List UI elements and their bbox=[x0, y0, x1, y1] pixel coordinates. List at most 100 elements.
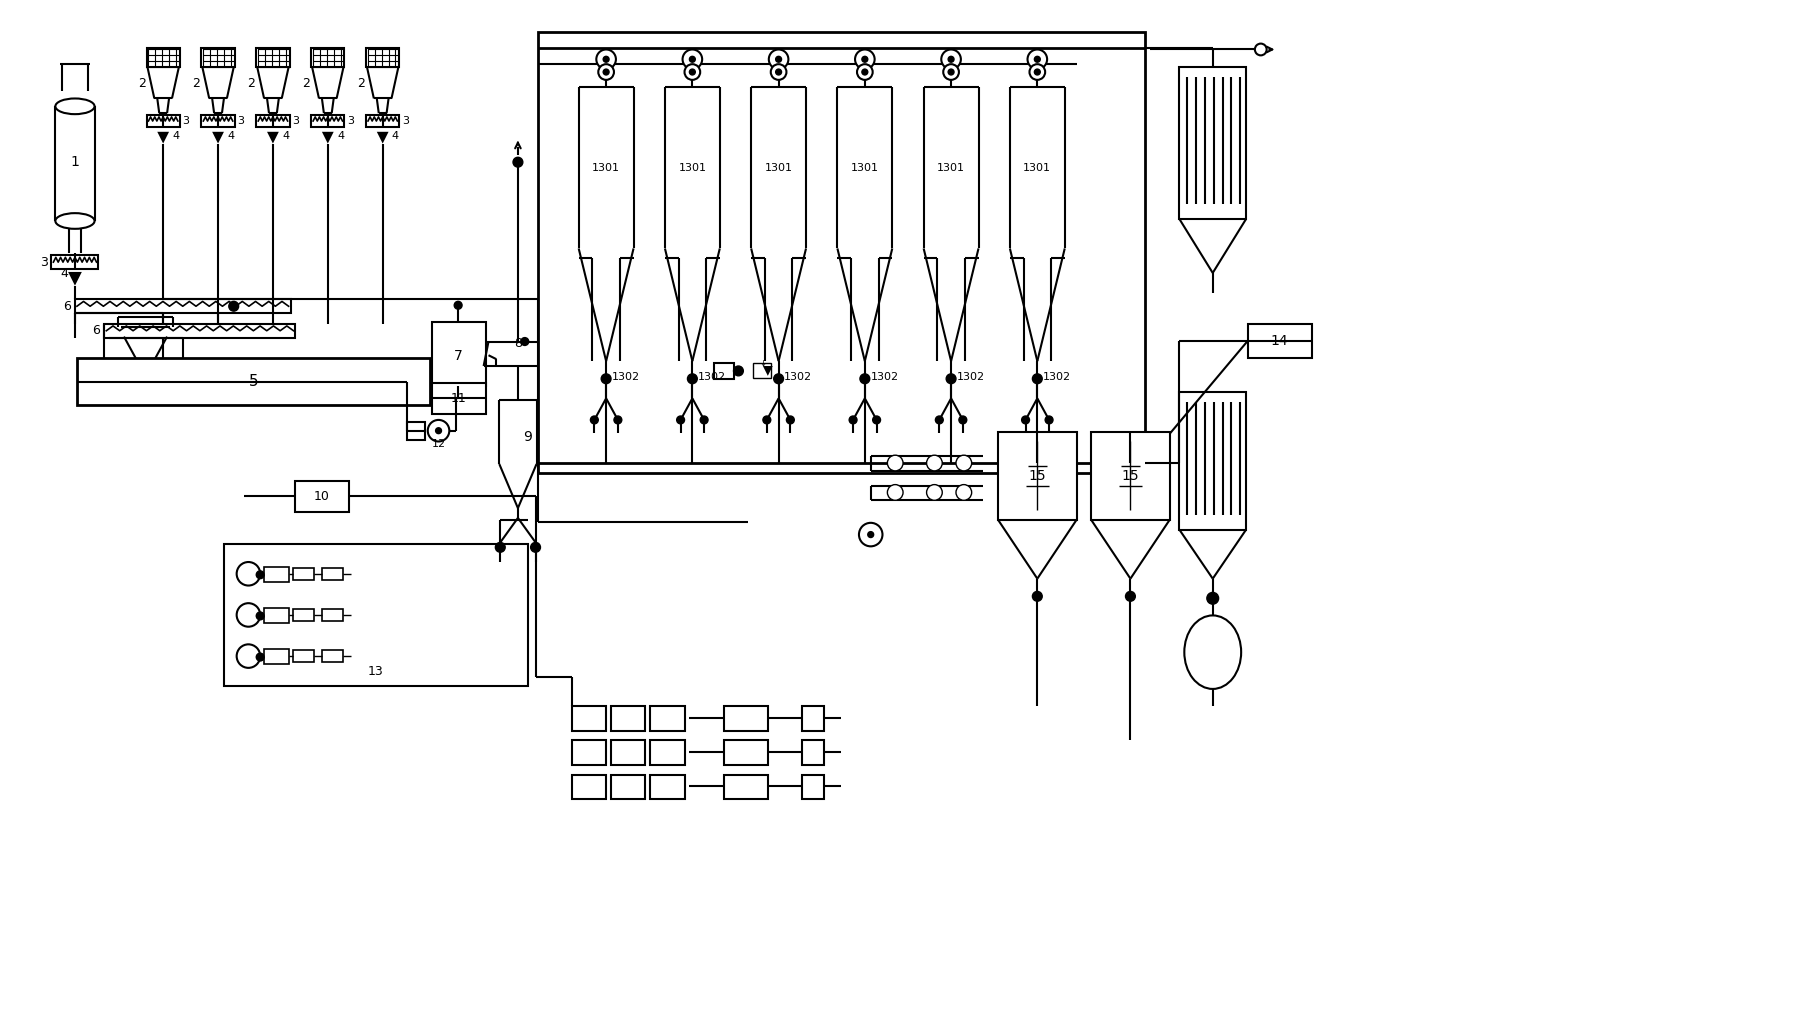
Bar bbox=[611, 775, 645, 799]
Circle shape bbox=[855, 49, 875, 69]
Circle shape bbox=[957, 484, 971, 501]
Bar bbox=[1180, 67, 1247, 219]
Bar bbox=[265, 566, 288, 582]
Circle shape bbox=[768, 49, 788, 69]
Bar bbox=[803, 740, 824, 765]
Text: 15: 15 bbox=[1122, 469, 1140, 483]
Circle shape bbox=[513, 157, 524, 168]
Text: 14: 14 bbox=[1270, 333, 1288, 347]
Text: 8: 8 bbox=[515, 337, 522, 350]
Text: 2: 2 bbox=[303, 77, 310, 90]
Text: 1301: 1301 bbox=[593, 162, 620, 173]
Circle shape bbox=[687, 374, 698, 383]
Circle shape bbox=[776, 57, 781, 63]
Bar bbox=[105, 324, 295, 337]
Text: 3: 3 bbox=[183, 116, 188, 126]
Circle shape bbox=[428, 419, 449, 441]
Circle shape bbox=[598, 64, 614, 80]
Text: 2: 2 bbox=[138, 77, 145, 90]
Bar bbox=[538, 32, 1145, 473]
Circle shape bbox=[1029, 64, 1046, 80]
Bar bbox=[1091, 432, 1169, 520]
Text: 6: 6 bbox=[92, 324, 100, 337]
Circle shape bbox=[868, 531, 873, 538]
Bar bbox=[292, 609, 313, 621]
Bar bbox=[147, 115, 179, 126]
Text: 1302: 1302 bbox=[1044, 372, 1071, 381]
Circle shape bbox=[699, 416, 708, 424]
Bar bbox=[723, 706, 768, 731]
Text: 1302: 1302 bbox=[698, 372, 727, 381]
Circle shape bbox=[948, 69, 955, 75]
Polygon shape bbox=[763, 366, 772, 376]
Circle shape bbox=[935, 416, 944, 424]
Text: 3: 3 bbox=[237, 116, 245, 126]
Circle shape bbox=[237, 562, 261, 586]
Circle shape bbox=[770, 64, 786, 80]
Bar bbox=[408, 421, 424, 440]
Text: 1302: 1302 bbox=[612, 372, 640, 381]
Circle shape bbox=[435, 428, 442, 434]
Circle shape bbox=[861, 374, 870, 383]
Circle shape bbox=[495, 543, 506, 552]
Text: 2: 2 bbox=[357, 77, 364, 90]
Bar bbox=[651, 706, 685, 731]
Text: 2: 2 bbox=[248, 77, 255, 90]
Text: 1301: 1301 bbox=[765, 162, 792, 173]
Text: 6: 6 bbox=[63, 300, 71, 313]
Circle shape bbox=[776, 69, 781, 75]
Circle shape bbox=[946, 374, 957, 383]
Circle shape bbox=[603, 69, 609, 75]
Bar bbox=[803, 775, 824, 799]
Text: 1301: 1301 bbox=[1024, 162, 1051, 173]
Text: 7: 7 bbox=[453, 350, 462, 363]
Circle shape bbox=[1027, 49, 1047, 69]
Bar bbox=[323, 609, 344, 621]
Circle shape bbox=[689, 69, 696, 75]
Polygon shape bbox=[323, 132, 333, 144]
Circle shape bbox=[850, 416, 857, 424]
Text: 1: 1 bbox=[71, 155, 80, 170]
Bar bbox=[431, 322, 486, 386]
Text: 5: 5 bbox=[248, 374, 257, 390]
Text: 12: 12 bbox=[431, 439, 446, 449]
Text: 13: 13 bbox=[368, 665, 384, 678]
Circle shape bbox=[926, 455, 942, 471]
Text: 4: 4 bbox=[391, 131, 399, 141]
Text: 10: 10 bbox=[313, 490, 330, 503]
Text: 2: 2 bbox=[192, 77, 201, 90]
Circle shape bbox=[1033, 374, 1042, 383]
Circle shape bbox=[863, 57, 868, 63]
Bar bbox=[651, 775, 685, 799]
Circle shape bbox=[786, 416, 794, 424]
Circle shape bbox=[1022, 416, 1029, 424]
Bar bbox=[225, 545, 527, 687]
Circle shape bbox=[602, 374, 611, 383]
Bar bbox=[714, 363, 734, 378]
Circle shape bbox=[763, 416, 770, 424]
Bar bbox=[573, 775, 607, 799]
Text: 1302: 1302 bbox=[785, 372, 812, 381]
Polygon shape bbox=[212, 132, 225, 144]
Bar bbox=[573, 706, 607, 731]
Circle shape bbox=[237, 645, 261, 668]
Circle shape bbox=[944, 64, 959, 80]
Circle shape bbox=[531, 543, 540, 552]
Bar bbox=[323, 651, 344, 662]
Bar bbox=[76, 358, 429, 405]
Circle shape bbox=[255, 653, 265, 661]
Circle shape bbox=[676, 416, 685, 424]
Text: 4: 4 bbox=[226, 131, 234, 141]
Bar bbox=[573, 740, 607, 765]
Circle shape bbox=[948, 57, 955, 63]
Bar bbox=[255, 115, 290, 126]
Bar bbox=[312, 47, 344, 67]
Bar bbox=[265, 650, 288, 664]
Circle shape bbox=[940, 49, 960, 69]
Circle shape bbox=[228, 301, 239, 311]
Bar bbox=[803, 706, 824, 731]
Ellipse shape bbox=[56, 213, 94, 229]
Bar bbox=[651, 740, 685, 765]
Bar bbox=[147, 47, 179, 67]
Bar bbox=[51, 255, 98, 269]
